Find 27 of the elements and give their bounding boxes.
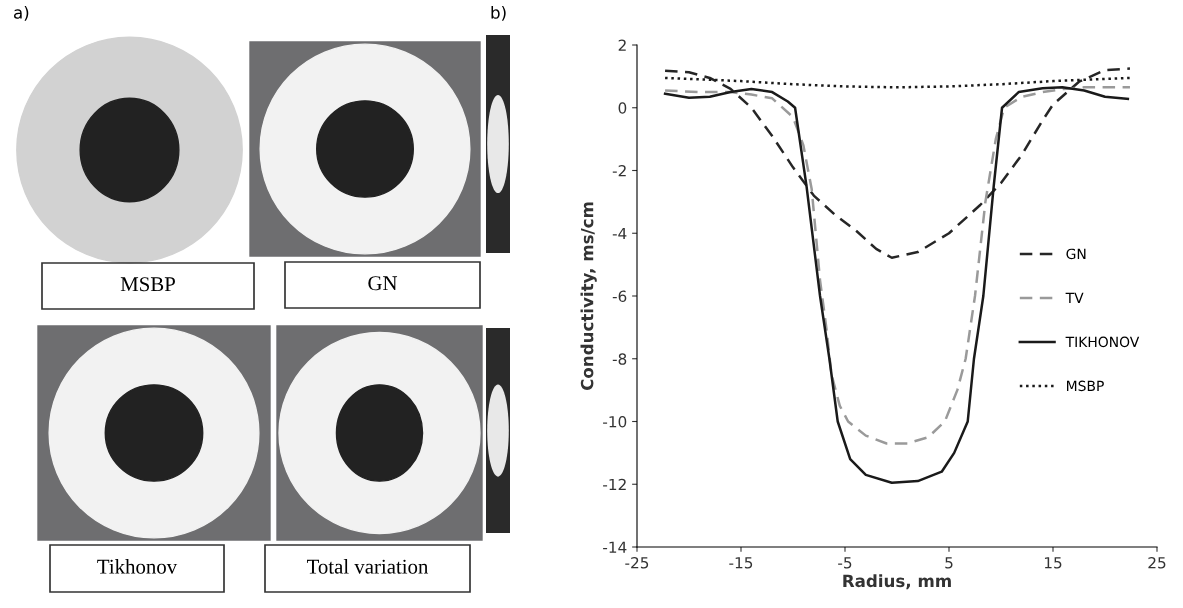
y-tick-label: -14 <box>603 541 627 553</box>
legend-label: GN <box>1066 248 1086 260</box>
y-tick-label: -8 <box>612 353 627 365</box>
legend-label: TV <box>1065 292 1084 303</box>
x-tick-label: -15 <box>729 557 753 569</box>
text: Tikhonov <box>97 559 178 574</box>
legend-label: TIKHONOV <box>1065 336 1140 348</box>
y-tick-label: -12 <box>603 478 626 491</box>
text: Total variation <box>307 559 429 574</box>
y-tick-label: -6 <box>612 290 627 303</box>
x-axis-title: Radius, mm <box>843 574 951 590</box>
y-tick-label: -4 <box>612 227 627 240</box>
x-tick-label: 5 <box>945 557 953 569</box>
y-axis-title: Conductivity, ms/cm <box>580 202 597 391</box>
text: b) <box>491 5 506 21</box>
text: MSBP <box>120 277 175 292</box>
legend-label: MSBP <box>1067 380 1104 392</box>
text: a) <box>14 5 29 21</box>
x-tick-label: 15 <box>1044 557 1062 569</box>
y-tick-label: 0 <box>618 102 627 114</box>
y-tick-label: -2 <box>612 164 626 177</box>
x-tick-label: -25 <box>625 556 649 569</box>
y-tick-label: 2 <box>618 39 626 51</box>
x-tick-label: -5 <box>838 557 852 569</box>
x-tick-label: 25 <box>1148 556 1166 569</box>
y-tick-label: -10 <box>603 415 627 428</box>
text: GN <box>368 276 398 291</box>
